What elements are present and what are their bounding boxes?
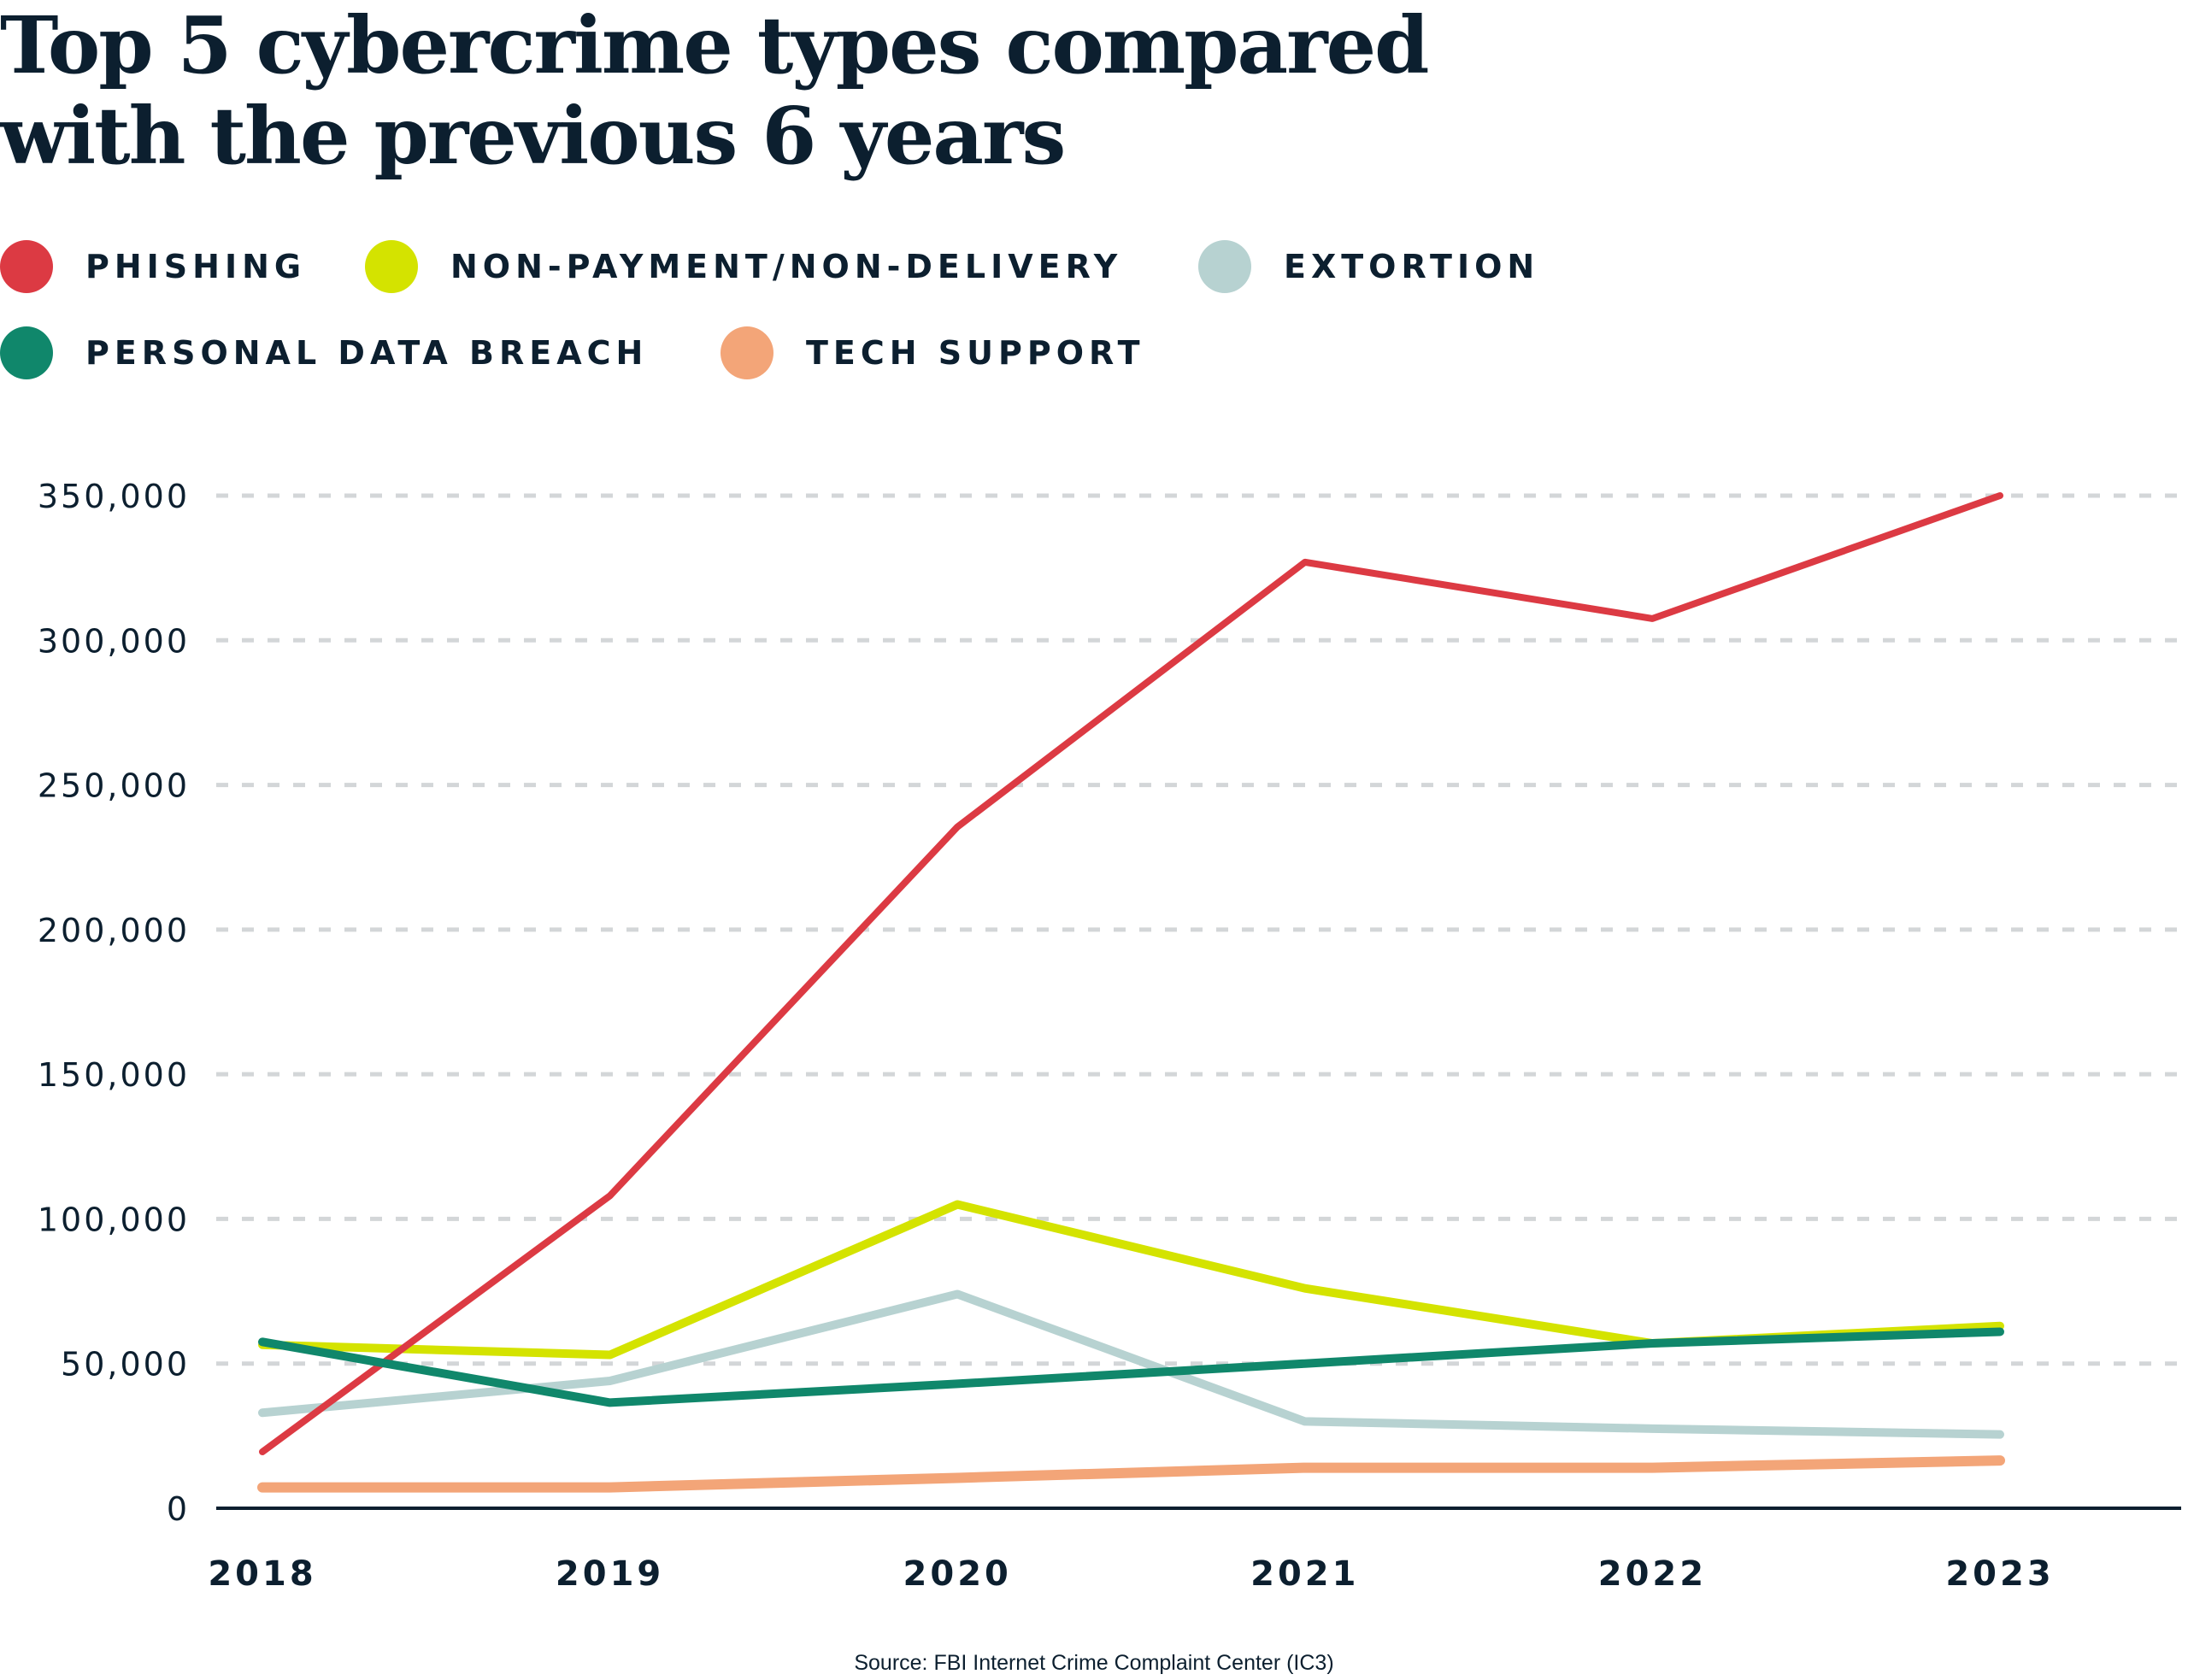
x-tick-label: 2022 — [1598, 1554, 1707, 1594]
x-tick-label: 2018 — [208, 1554, 316, 1594]
legend-label: EXTORTION — [1284, 248, 1540, 285]
x-tick-label: 2023 — [1945, 1554, 2054, 1594]
legend-item-phishing: PHISHING — [0, 239, 306, 294]
legend-label: TECH SUPPORT — [806, 334, 1145, 372]
series-line-extortion — [258, 1289, 2004, 1439]
chart-title-line-1: Top 5 cybercrime types compared — [0, 0, 1429, 91]
y-tick-label: 150,000 — [38, 1056, 190, 1094]
chart-title-line-2: with the previous 6 years — [0, 90, 1066, 182]
gridlines — [216, 493, 2181, 1366]
legend-label: PERSONAL DATA BREACH — [85, 334, 649, 372]
series-line-tech-support — [257, 1455, 2005, 1493]
legend-swatch-icon — [0, 240, 53, 293]
x-tick-label: 2019 — [556, 1554, 664, 1594]
y-tick-label: 50,000 — [61, 1346, 190, 1383]
legend-swatch-icon — [365, 240, 418, 293]
y-tick-label: 250,000 — [38, 767, 190, 805]
legend-item-non-payment: NON-PAYMENT/NON-DELIVERY — [365, 239, 1122, 294]
legend-swatch-icon — [0, 326, 53, 379]
legend-item-personal-data-breach: PERSONAL DATA BREACH — [0, 326, 648, 380]
y-tick-label: 200,000 — [38, 912, 190, 949]
chart-title: Top 5 cybercrime types compared with the… — [0, 0, 1429, 182]
source-note: Source: FBI Internet Crime Complaint Cen… — [854, 1651, 1334, 1675]
x-axis-ticks: 2018 2019 2020 2021 2022 2023 — [208, 1554, 2054, 1594]
series-lines — [257, 492, 2005, 1493]
legend-swatch-icon — [1198, 240, 1251, 293]
series-line-personal-data-breach — [258, 1327, 2004, 1407]
legend-label: NON-PAYMENT/NON-DELIVERY — [450, 248, 1123, 285]
y-axis-ticks: 0 50,000 100,000 150,000 200,000 250,000 300,0… — [38, 478, 190, 1528]
y-tick-label: 100,000 — [38, 1201, 190, 1238]
series-line-phishing — [259, 492, 2003, 1455]
legend-label: PHISHING — [85, 248, 307, 285]
y-tick-label: 300,000 — [38, 622, 190, 660]
legend-swatch-icon — [721, 326, 773, 379]
x-tick-label: 2020 — [903, 1554, 1012, 1594]
y-tick-label: 0 — [167, 1490, 190, 1528]
series-line-non-payment-non-delivery — [258, 1200, 2004, 1360]
legend-item-extortion: EXTORTION — [1198, 239, 1539, 294]
x-tick-label: 2021 — [1250, 1554, 1359, 1594]
legend-item-tech-support: TECH SUPPORT — [721, 326, 1145, 380]
y-tick-label: 350,000 — [38, 478, 190, 515]
